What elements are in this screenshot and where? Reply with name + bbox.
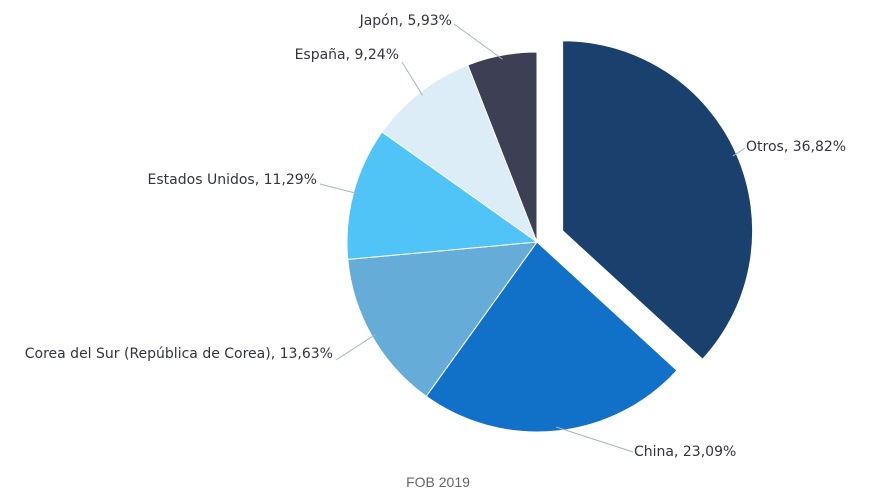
pie-slice [562, 40, 754, 360]
pie-slice [467, 51, 538, 243]
leader-line [555, 426, 634, 453]
data-label: Otros, 36,82% [746, 139, 847, 155]
pie-slice [425, 241, 678, 433]
data-label: China, 23,09% [634, 444, 737, 460]
data-label: Japón, 5,93% [359, 13, 452, 29]
leader-line [732, 147, 746, 157]
leader-line [335, 333, 376, 361]
leader-line [319, 183, 358, 195]
data-label: Corea del Sur (República de Corea), 13,6… [24, 346, 333, 362]
data-label: Estados Unidos, 11,29% [147, 172, 317, 188]
data-label: España, 9,24% [294, 47, 399, 63]
leader-line [401, 61, 423, 96]
leader-line [453, 23, 503, 60]
chart-title: FOB 2019 [406, 474, 470, 490]
